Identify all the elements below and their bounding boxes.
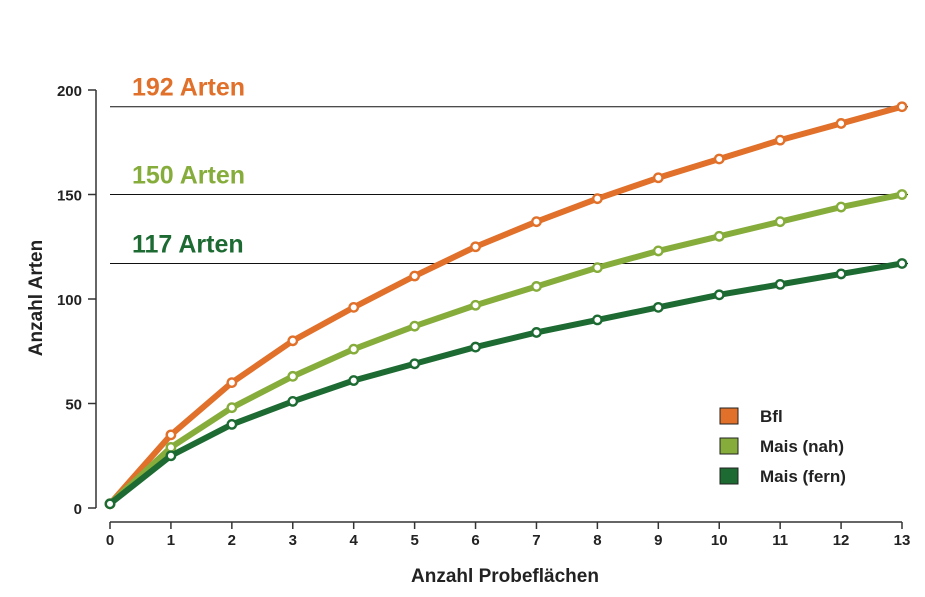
data-point (591, 314, 603, 326)
data-point (287, 335, 299, 347)
data-point (835, 268, 847, 280)
data-point (896, 101, 908, 113)
x-tick-label: 10 (711, 532, 728, 549)
x-tick-label: 0 (106, 532, 114, 549)
reference-line-label: 192 Arten (132, 74, 245, 102)
reference-line-label: 117 Arten (132, 230, 244, 258)
x-axis-title: Anzahl Probeflächen (411, 566, 599, 587)
data-point (226, 377, 238, 388)
y-tick-label: 150 (57, 188, 82, 205)
x-tick-label: 6 (471, 532, 479, 549)
x-tick-label: 7 (532, 532, 540, 549)
data-point (652, 301, 664, 313)
y-axis-title: Anzahl Arten (26, 240, 47, 356)
data-point (409, 270, 421, 282)
data-point (896, 258, 908, 269)
legend-swatch (719, 407, 739, 425)
x-tick-label: 5 (410, 532, 418, 549)
data-point (774, 278, 786, 290)
y-ticks: 0 50 100 150 200 (57, 83, 96, 518)
series-bfl (104, 101, 908, 510)
data-point (165, 429, 177, 441)
data-point (287, 396, 299, 407)
data-point (226, 402, 238, 414)
series-line (107, 260, 905, 507)
x-tick-label: 12 (833, 532, 850, 549)
y-tick-label: 0 (74, 501, 82, 518)
data-point (165, 441, 177, 453)
legend-swatch (719, 467, 739, 485)
y-tick-label: 200 (57, 83, 82, 100)
data-point (226, 418, 238, 430)
data-point (896, 189, 908, 200)
legend-label: Bfl (760, 407, 783, 426)
x-tick-label: 3 (289, 532, 297, 549)
data-point (470, 341, 481, 353)
data-point (348, 343, 360, 355)
legend-swatch (719, 437, 739, 455)
legend: Bfl Mais (nah) Mais (fern) (719, 407, 846, 486)
data-point (470, 299, 481, 311)
y-tick-label: 100 (57, 292, 82, 309)
x-tick-label: 8 (593, 532, 601, 549)
data-point (287, 370, 299, 382)
data-point (713, 153, 725, 165)
data-point (652, 172, 664, 184)
x-tick-label: 1 (167, 532, 175, 549)
data-point (348, 375, 360, 386)
data-point (348, 301, 360, 313)
data-point (591, 193, 603, 205)
data-point (774, 216, 786, 228)
reference-lines: 192 Arten 150 Arten 117 Arten (110, 74, 908, 264)
x-tick-label: 13 (894, 532, 911, 549)
data-point (531, 281, 542, 292)
data-point (409, 320, 421, 332)
series-line (107, 191, 905, 507)
reference-line-label: 150 Arten (132, 162, 245, 190)
x-tick-label: 4 (350, 532, 359, 549)
data-point (531, 327, 542, 338)
data-point (713, 230, 725, 242)
series-mais-fern (104, 258, 908, 510)
data-point (835, 118, 847, 129)
data-point (531, 216, 542, 228)
series-line (107, 103, 905, 507)
data-point (104, 498, 116, 510)
y-tick-label: 50 (65, 397, 82, 414)
data-point (409, 358, 421, 370)
x-tick-label: 2 (228, 532, 236, 549)
data-point (652, 245, 664, 257)
series-layer (104, 101, 908, 510)
data-point (774, 134, 786, 146)
data-point (591, 262, 603, 274)
data-point (470, 241, 481, 253)
x-ticks: 0 1 2 3 4 5 6 7 8 9 10 11 12 13 (106, 522, 911, 549)
data-point (165, 450, 177, 462)
data-point (835, 201, 847, 213)
x-tick-label: 9 (654, 532, 662, 549)
data-point (713, 289, 725, 301)
legend-label: Mais (nah) (760, 437, 844, 456)
x-tick-label: 11 (772, 532, 788, 549)
legend-label: Mais (fern) (760, 467, 846, 486)
